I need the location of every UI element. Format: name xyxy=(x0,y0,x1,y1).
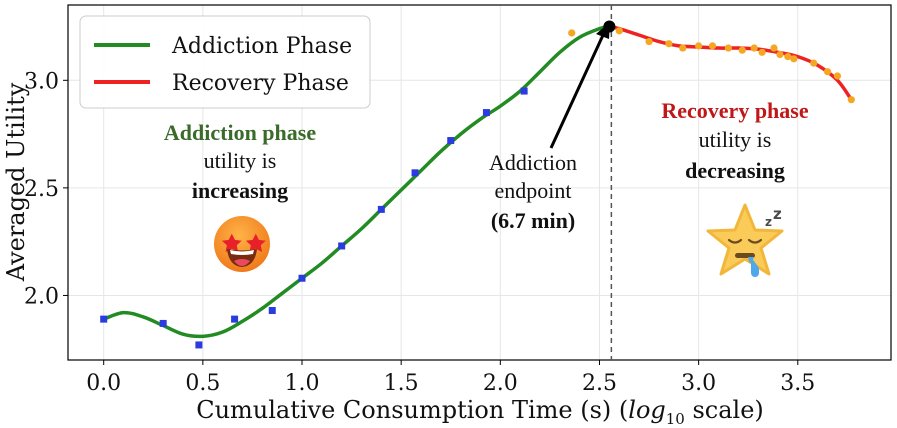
endpoint-annotation-line3: (6.7 min) xyxy=(491,208,575,233)
y-axis-label: Averaged Utility xyxy=(2,82,30,282)
recovery-samples-point xyxy=(679,44,687,52)
addiction-samples-point xyxy=(447,137,455,145)
addiction-annotation-title: Addiction phase xyxy=(164,120,316,145)
x-axis-label: Cumulative Consumption Time (s) (log10 s… xyxy=(196,396,764,428)
addiction-samples-point xyxy=(377,205,385,213)
recovery-samples-point xyxy=(615,27,623,35)
x-tick-label: 2.0 xyxy=(483,371,518,396)
endpoint-annotation-line2: endpoint xyxy=(495,178,572,203)
recovery-samples-point xyxy=(770,44,778,52)
recovery-samples-point xyxy=(708,42,717,50)
addiction-samples-point xyxy=(411,169,419,177)
legend: Addiction Phase Recovery Phase xyxy=(79,15,371,109)
addiction-samples-point xyxy=(268,307,276,315)
y-tick-label: 2.0 xyxy=(24,284,59,309)
y-tick-label: 3.0 xyxy=(24,69,59,94)
endpoint-arrow-head xyxy=(596,22,610,39)
recovery-samples-point xyxy=(750,44,758,52)
recovery-annotation-line2: utility is xyxy=(699,127,772,152)
x-tick-label: 3.5 xyxy=(780,371,815,396)
endpoint-annotation: Addiction endpoint (6.7 min) xyxy=(489,150,577,233)
x-tick-label: 1.5 xyxy=(384,371,419,396)
recovery-samples-point xyxy=(758,48,766,56)
svg-text:z: z xyxy=(773,205,782,223)
recovery-samples-point xyxy=(784,53,792,61)
recovery-annotation-title: Recovery phase xyxy=(661,98,808,123)
recovery-samples-point xyxy=(695,42,703,50)
recovery-annotation-line3: decreasing xyxy=(685,158,785,183)
recovery-samples-point xyxy=(568,29,576,37)
endpoint-arrow-shaft xyxy=(549,32,606,149)
recovery-samples-point xyxy=(665,40,673,48)
recovery-samples-point xyxy=(833,72,842,80)
addiction-samples-point xyxy=(159,319,167,327)
addiction-annotation: Addiction phase utility is increasing xyxy=(164,120,316,203)
recovery-samples-point xyxy=(823,68,832,76)
addiction-samples-point xyxy=(195,341,203,349)
endpoint-annotation-line1: Addiction xyxy=(489,150,577,175)
addiction-annotation-line2: utility is xyxy=(204,148,277,173)
y-tick-label: 2.5 xyxy=(24,177,59,202)
legend-label-recovery: Recovery Phase xyxy=(172,71,349,96)
x-tick-label: 1.0 xyxy=(285,371,320,396)
addiction-samples-point xyxy=(298,274,306,282)
addiction-samples-point xyxy=(520,87,528,95)
recovery-samples-point xyxy=(738,46,746,54)
x-tick-label: 2.5 xyxy=(582,371,617,396)
addiction-samples-point xyxy=(231,315,239,323)
addiction-samples-point xyxy=(100,315,108,323)
legend-label-addiction: Addiction Phase xyxy=(171,34,352,59)
legend-box xyxy=(79,15,371,109)
addiction-samples-point xyxy=(482,109,490,117)
sleeping-star-icon: z z xyxy=(706,203,784,277)
plot-area-frame xyxy=(67,4,892,361)
endpoint-arrow xyxy=(549,22,610,149)
recovery-samples-point xyxy=(810,59,818,67)
addiction-phase-curve xyxy=(101,24,612,339)
recovery-samples-point xyxy=(645,37,653,46)
addiction-samples-point xyxy=(338,242,346,250)
svg-text:z: z xyxy=(765,215,772,229)
x-tick-label: 0.5 xyxy=(185,371,220,396)
recovery-samples-point xyxy=(776,50,784,59)
addiction-annotation-line3: increasing xyxy=(192,178,288,203)
recovery-annotation: Recovery phase utility is decreasing xyxy=(661,98,808,183)
x-tick-label: 0.0 xyxy=(86,371,121,396)
recovery-samples-point xyxy=(847,96,855,104)
star-struck-emoji-icon xyxy=(214,216,270,272)
recovery-samples-point xyxy=(790,55,798,63)
recovery-samples-point xyxy=(724,44,732,52)
x-tick-label: 3.0 xyxy=(681,371,716,396)
